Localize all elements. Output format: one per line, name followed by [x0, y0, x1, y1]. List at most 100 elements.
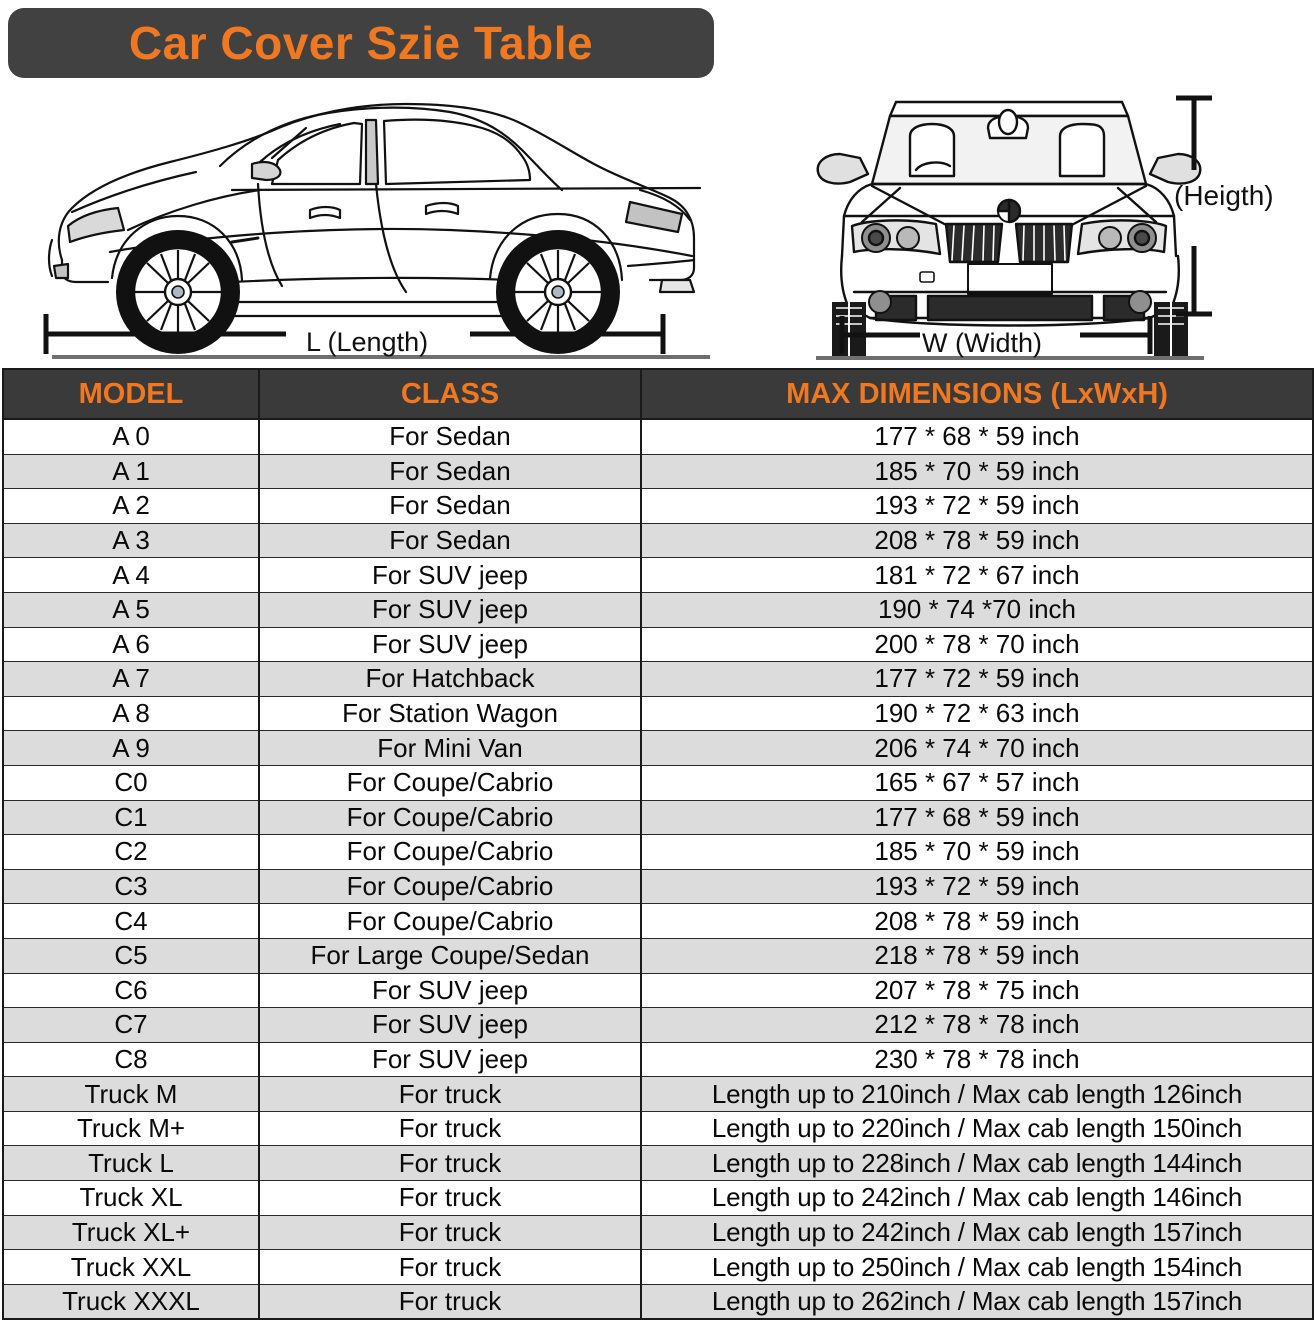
table-body: A 0 For Sedan 177 * 68 * 59 inch A 1 For Sed…	[2, 418, 1314, 1320]
table-row: A 0 For Sedan 177 * 68 * 59 inch	[2, 418, 1314, 455]
cell-dimensions: 212 * 78 * 78 inch	[640, 1007, 1314, 1043]
cell-model: C2	[2, 834, 260, 870]
table-row: A 1 For Sedan 185 * 70 * 59 inch	[2, 453, 1314, 490]
table-row: Truck XXL For truck Length up to 250inch /…	[2, 1249, 1314, 1285]
car-side-view-icon	[10, 80, 730, 368]
cell-dimensions: 200 * 78 * 70 inch	[640, 626, 1314, 663]
cell-dimensions: 185 * 70 * 59 inch	[640, 834, 1314, 870]
table-row: A 2 For Sedan 193 * 72 * 59 inch	[2, 488, 1314, 524]
cell-dimensions: Length up to 242inch / Max cab length 15…	[640, 1214, 1314, 1251]
column-header-dimensions: MAX DIMENSIONS (LxWxH)	[640, 368, 1314, 420]
cell-model: Truck M+	[2, 1110, 260, 1147]
cell-dimensions: Length up to 220inch / Max cab length 15…	[640, 1110, 1314, 1147]
cell-class: For SUV jeep	[258, 591, 642, 628]
title-banner: Car Cover Szie Table	[8, 8, 714, 78]
cell-class: For SUV jeep	[258, 1041, 642, 1078]
cell-class: For truck	[258, 1214, 642, 1251]
cell-dimensions: 207 * 78 * 75 inch	[640, 972, 1314, 1009]
cell-model: Truck XXXL	[2, 1283, 260, 1320]
cell-model: C1	[2, 799, 260, 836]
table-row: C7 For SUV jeep 212 * 78 * 78 inch	[2, 1007, 1314, 1043]
cell-class: For truck	[258, 1283, 642, 1320]
length-dimension-line	[43, 314, 666, 354]
table-row: Truck M For truck Length up to 210inch / M…	[2, 1076, 1314, 1112]
cell-model: Truck XL+	[2, 1214, 260, 1251]
cell-class: For Sedan	[258, 453, 642, 490]
cell-class: For truck	[258, 1145, 642, 1182]
table-row: C5 For Large Coupe/Sedan 218 * 78 * 59 inc…	[2, 937, 1314, 974]
table-row: A 7 For Hatchback 177 * 72 * 59 inch	[2, 661, 1314, 697]
column-header-model: MODEL	[2, 368, 260, 420]
cell-dimensions: 177 * 72 * 59 inch	[640, 661, 1314, 697]
cell-dimensions: 185 * 70 * 59 inch	[640, 453, 1314, 490]
cell-dimensions: Length up to 228inch / Max cab length 14…	[640, 1145, 1314, 1182]
column-header-class: CLASS	[258, 368, 642, 420]
table-row: Truck XL For truck Length up to 242inch / …	[2, 1180, 1314, 1216]
cell-model: A 1	[2, 453, 260, 490]
cell-model: A 2	[2, 488, 260, 524]
cell-class: For SUV jeep	[258, 557, 642, 593]
table-row: A 9 For Mini Van 206 * 74 * 70 inch	[2, 730, 1314, 766]
table-row: C4 For Coupe/Cabrio 208 * 78 * 59 inch	[2, 903, 1314, 939]
cell-model: A 0	[2, 418, 260, 455]
cell-class: For Hatchback	[258, 661, 642, 697]
cell-model: Truck L	[2, 1145, 260, 1182]
width-dimension-line	[839, 316, 1153, 354]
cell-class: For Station Wagon	[258, 695, 642, 732]
table-row: A 8 For Station Wagon 190 * 72 * 63 inch	[2, 695, 1314, 732]
cell-model: A 8	[2, 695, 260, 732]
table-row: A 5 For SUV jeep 190 * 74 *70 inch	[2, 591, 1314, 628]
cell-class: For Sedan	[258, 488, 642, 524]
cell-model: A 7	[2, 661, 260, 697]
cell-dimensions: 177 * 68 * 59 inch	[640, 418, 1314, 455]
cell-dimensions: 181 * 72 * 67 inch	[640, 557, 1314, 593]
cell-class: For SUV jeep	[258, 1007, 642, 1043]
cell-class: For Large Coupe/Sedan	[258, 937, 642, 974]
cell-model: C0	[2, 764, 260, 801]
cell-model: C6	[2, 972, 260, 1009]
cell-dimensions: 190 * 72 * 63 inch	[640, 695, 1314, 732]
diagram-area: L (Length)	[0, 80, 1314, 368]
table-row: Truck XL+ For truck Length up to 242inch /…	[2, 1214, 1314, 1251]
cell-model: C7	[2, 1007, 260, 1043]
cell-class: For Coupe/Cabrio	[258, 868, 642, 905]
table-row: C2 For Coupe/Cabrio 185 * 70 * 59 inch	[2, 834, 1314, 870]
cell-dimensions: 193 * 72 * 59 inch	[640, 488, 1314, 524]
cell-model: A 5	[2, 591, 260, 628]
width-dimension-label: W (Width)	[922, 328, 1042, 358]
cell-model: A 9	[2, 730, 260, 766]
cell-class: For Sedan	[258, 418, 642, 455]
cell-model: Truck XXL	[2, 1249, 260, 1285]
table-row: Truck XXXL For truck Length up to 262inch …	[2, 1283, 1314, 1320]
cell-model: Truck M	[2, 1076, 260, 1112]
cell-model: A 6	[2, 626, 260, 663]
cell-class: For Sedan	[258, 522, 642, 559]
cell-class: For truck	[258, 1076, 642, 1112]
height-dimension-label: (Heigth)	[1174, 180, 1274, 211]
table-row: Truck M+ For truck Length up to 220inch / …	[2, 1110, 1314, 1147]
cell-class: For truck	[258, 1180, 642, 1216]
cell-model: C8	[2, 1041, 260, 1078]
cell-model: C5	[2, 937, 260, 974]
cell-class: For Coupe/Cabrio	[258, 764, 642, 801]
cell-dimensions: Length up to 210inch / Max cab length 12…	[640, 1076, 1314, 1112]
page-title: Car Cover Szie Table	[128, 17, 594, 69]
table-row: C0 For Coupe/Cabrio 165 * 67 * 57 inch	[2, 764, 1314, 801]
cell-dimensions: 177 * 68 * 59 inch	[640, 799, 1314, 836]
car-front-view-icon	[810, 76, 1210, 364]
table-row: A 4 For SUV jeep 181 * 72 * 67 inch	[2, 557, 1314, 593]
length-dimension-label: L (Length)	[306, 327, 429, 357]
cell-class: For Coupe/Cabrio	[258, 834, 642, 870]
cell-class: For SUV jeep	[258, 626, 642, 663]
cell-model: A 3	[2, 522, 260, 559]
table-row: A 3 For Sedan 208 * 78 * 59 inch	[2, 522, 1314, 559]
table-row: C6 For SUV jeep 207 * 78 * 75 inch	[2, 972, 1314, 1009]
cell-class: For truck	[258, 1110, 642, 1147]
table-row: C8 For SUV jeep 230 * 78 * 78 inch	[2, 1041, 1314, 1078]
table-row: A 6 For SUV jeep 200 * 78 * 70 inch	[2, 626, 1314, 663]
cell-dimensions: 218 * 78 * 59 inch	[640, 937, 1314, 974]
cell-class: For SUV jeep	[258, 972, 642, 1009]
cell-dimensions: 165 * 67 * 57 inch	[640, 764, 1314, 801]
cell-model: C4	[2, 903, 260, 939]
height-dimension-line	[1176, 95, 1212, 317]
